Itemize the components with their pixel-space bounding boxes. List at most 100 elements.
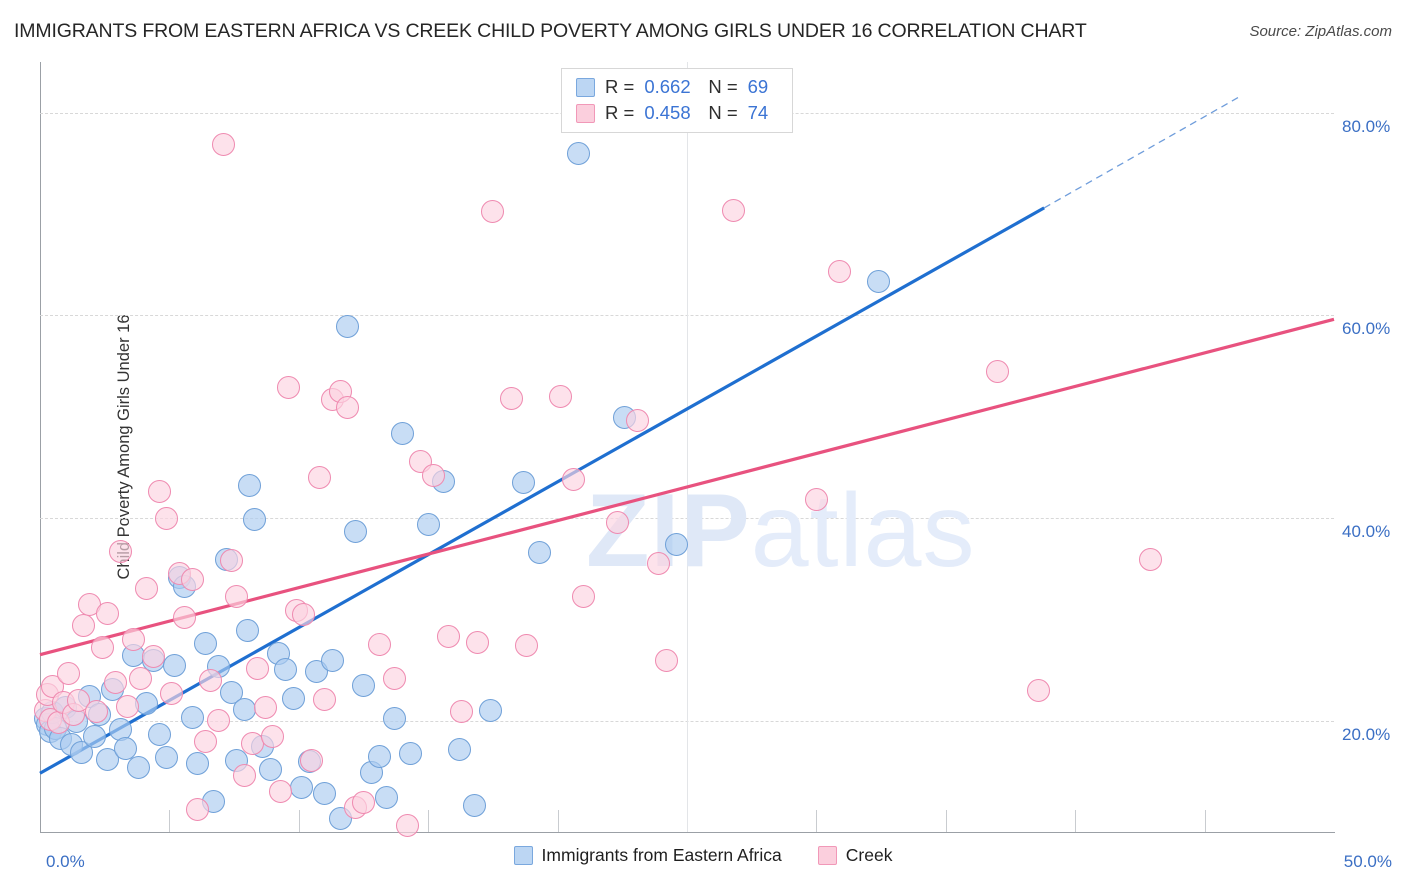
data-point[interactable]	[194, 632, 218, 656]
data-point[interactable]	[108, 539, 132, 563]
legend-item-immigrants[interactable]: Immigrants from Eastern Africa	[513, 845, 782, 866]
data-point[interactable]	[181, 706, 205, 729]
data-point[interactable]	[212, 132, 236, 156]
data-point[interactable]	[69, 741, 93, 765]
data-point[interactable]	[274, 658, 298, 682]
data-point[interactable]	[276, 375, 300, 399]
data-point[interactable]	[90, 636, 114, 660]
data-point[interactable]	[220, 548, 243, 572]
data-point[interactable]	[243, 508, 267, 532]
data-point[interactable]	[421, 463, 445, 487]
data-point[interactable]	[367, 633, 391, 657]
data-point[interactable]	[375, 786, 399, 810]
data-point[interactable]	[289, 775, 313, 799]
data-point[interactable]	[67, 688, 91, 712]
data-point[interactable]	[142, 645, 166, 669]
data-point[interactable]	[465, 631, 489, 655]
data-point[interactable]	[665, 532, 689, 556]
data-point[interactable]	[186, 751, 210, 775]
data-point[interactable]	[292, 602, 316, 626]
data-point[interactable]	[626, 409, 650, 433]
data-point[interactable]	[437, 624, 461, 648]
data-point[interactable]	[116, 694, 140, 718]
data-point[interactable]	[245, 657, 269, 681]
data-point[interactable]	[450, 699, 474, 723]
data-point[interactable]	[352, 791, 375, 815]
data-point[interactable]	[344, 519, 368, 543]
data-point[interactable]	[300, 748, 324, 772]
data-point[interactable]	[647, 552, 671, 575]
data-point[interactable]	[232, 763, 256, 787]
data-point[interactable]	[390, 422, 414, 446]
data-point[interactable]	[986, 359, 1010, 383]
data-point[interactable]	[240, 732, 264, 756]
data-point[interactable]	[313, 782, 337, 805]
data-point[interactable]	[126, 755, 150, 779]
data-point[interactable]	[463, 794, 487, 818]
data-point[interactable]	[253, 695, 277, 719]
data-point[interactable]	[383, 666, 407, 690]
data-point[interactable]	[383, 707, 407, 731]
data-point[interactable]	[313, 687, 337, 711]
data-point[interactable]	[515, 634, 539, 658]
data-point[interactable]	[722, 199, 746, 223]
data-point[interactable]	[804, 488, 828, 512]
data-point[interactable]	[258, 757, 282, 781]
data-point[interactable]	[527, 540, 551, 564]
data-point[interactable]	[416, 512, 440, 536]
data-point[interactable]	[181, 568, 205, 592]
data-point[interactable]	[566, 141, 590, 165]
data-point[interactable]	[1138, 547, 1162, 571]
data-point[interactable]	[654, 649, 678, 673]
data-point[interactable]	[478, 698, 502, 722]
data-point[interactable]	[308, 465, 331, 489]
data-point[interactable]	[113, 737, 137, 761]
data-point[interactable]	[336, 395, 360, 419]
data-point[interactable]	[261, 725, 285, 749]
data-point[interactable]	[512, 470, 536, 494]
data-point[interactable]	[867, 270, 890, 294]
data-point[interactable]	[499, 386, 523, 410]
data-point[interactable]	[121, 628, 145, 651]
data-point[interactable]	[225, 585, 249, 609]
data-point[interactable]	[238, 474, 262, 497]
data-point[interactable]	[155, 745, 179, 769]
data-point[interactable]	[85, 699, 109, 723]
data-point[interactable]	[605, 511, 629, 535]
data-point[interactable]	[398, 742, 422, 766]
data-point[interactable]	[129, 666, 153, 690]
data-point[interactable]	[320, 649, 344, 673]
data-point[interactable]	[134, 577, 158, 601]
data-point[interactable]	[1027, 678, 1051, 702]
data-point[interactable]	[103, 670, 127, 694]
legend-item-creek[interactable]: Creek	[817, 845, 892, 866]
data-point[interactable]	[395, 814, 419, 838]
data-point[interactable]	[282, 686, 306, 710]
data-point[interactable]	[336, 314, 360, 338]
data-point[interactable]	[56, 662, 80, 686]
data-point[interactable]	[194, 730, 218, 754]
data-point[interactable]	[561, 467, 585, 491]
data-point[interactable]	[163, 654, 187, 678]
data-point[interactable]	[481, 200, 505, 224]
data-point[interactable]	[160, 681, 184, 705]
data-point[interactable]	[155, 507, 179, 531]
data-point[interactable]	[95, 747, 119, 771]
data-point[interactable]	[447, 738, 471, 762]
data-point[interactable]	[220, 680, 243, 704]
data-point[interactable]	[173, 605, 197, 629]
data-point[interactable]	[352, 673, 375, 697]
data-point[interactable]	[147, 480, 171, 504]
data-point[interactable]	[548, 384, 572, 408]
data-point[interactable]	[367, 744, 391, 768]
data-point[interactable]	[235, 618, 259, 642]
data-point[interactable]	[186, 798, 210, 822]
data-point[interactable]	[571, 585, 595, 609]
data-point[interactable]	[82, 725, 106, 749]
data-point[interactable]	[232, 697, 256, 721]
data-point[interactable]	[199, 668, 223, 692]
data-point[interactable]	[207, 709, 231, 733]
data-point[interactable]	[828, 260, 852, 284]
data-point[interactable]	[147, 723, 171, 747]
data-point[interactable]	[269, 779, 293, 803]
